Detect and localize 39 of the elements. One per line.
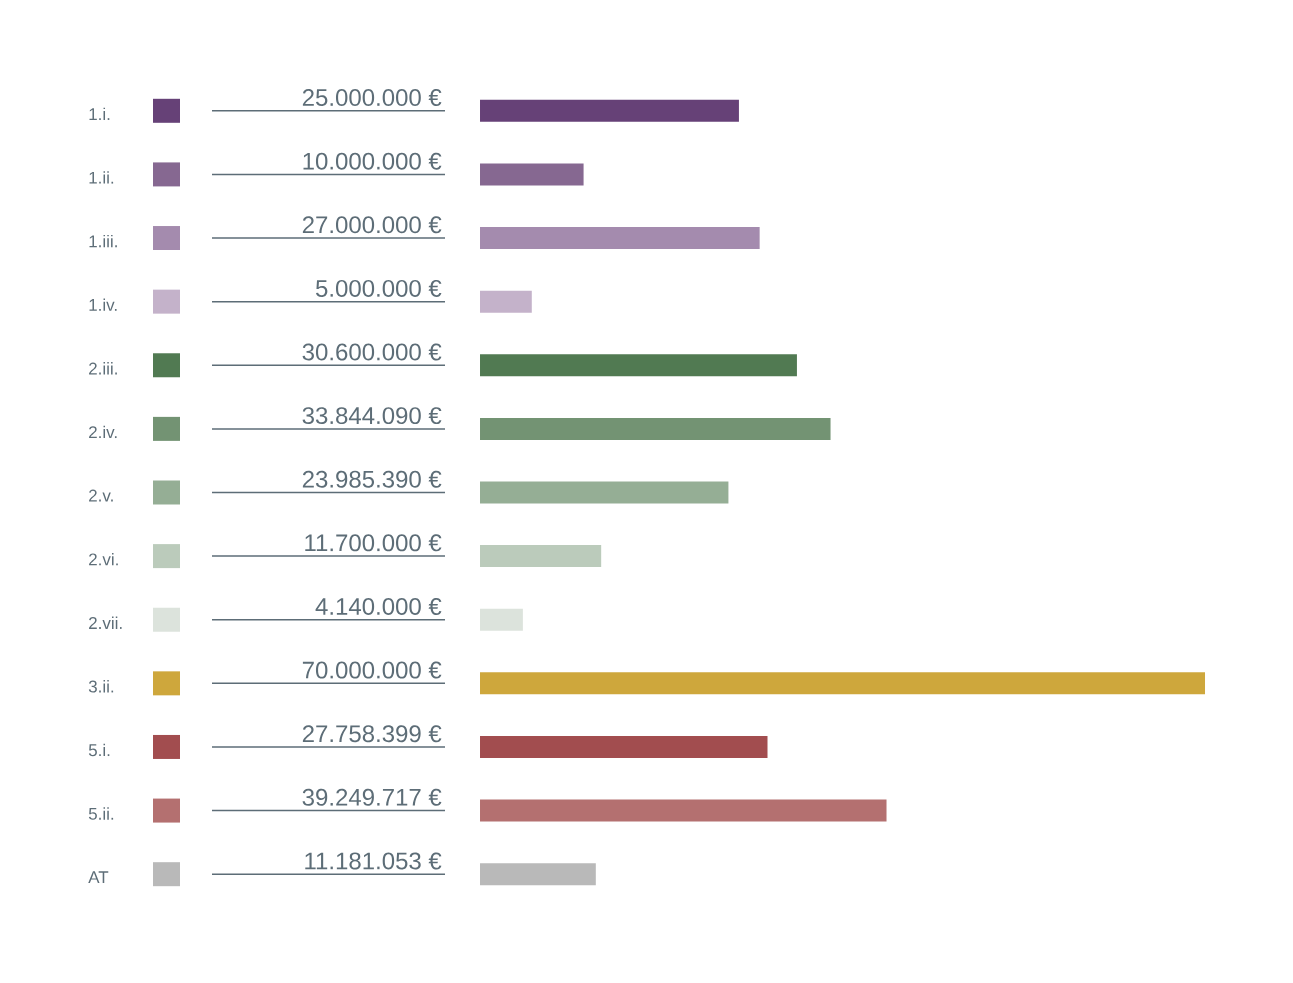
bar xyxy=(480,163,584,186)
data-label: 10.000.000 € xyxy=(303,152,442,170)
y-tick-label: 5.ii. xyxy=(88,807,114,820)
y-tick-label: 1.ii. xyxy=(89,171,114,184)
data-label: 11.700.000 € xyxy=(305,534,442,552)
y-tick-label: 5.i. xyxy=(88,743,110,757)
bar xyxy=(480,354,797,377)
data-label: 70.000.000 € xyxy=(302,661,442,679)
y-tick-label: 3.ii. xyxy=(88,680,114,693)
data-label: 30.600.000 € xyxy=(302,343,442,361)
bar xyxy=(480,481,729,504)
y-tick-label: 2.vii. xyxy=(89,616,122,629)
y-tick-label: 1.i. xyxy=(89,107,110,120)
bar xyxy=(480,799,887,822)
data-label: 23.985.390 € xyxy=(302,470,442,488)
data-label: 25.000.000 € xyxy=(302,89,442,107)
data-label: 5.000.000 € xyxy=(315,279,442,297)
bar xyxy=(480,735,768,758)
bar xyxy=(480,545,602,568)
y-tick-label: 1.iv. xyxy=(89,298,117,311)
y-tick-label: 1.iii. xyxy=(89,234,117,248)
y-tick-label: 2.vi. xyxy=(89,552,118,566)
bar xyxy=(480,290,532,313)
data-label: 33.844.090 € xyxy=(302,407,442,425)
data-label: 39.249.717 € xyxy=(302,788,442,806)
bar xyxy=(480,672,1206,695)
bar xyxy=(480,227,760,250)
y-tick-label: 2.v. xyxy=(89,489,113,502)
bar xyxy=(480,417,831,440)
data-label: 27.758.399 € xyxy=(302,725,442,743)
y-tick-label: 2.iii. xyxy=(89,362,117,375)
data-label: 11.181.053 € xyxy=(305,852,442,870)
bar xyxy=(480,99,739,122)
data-label: 27.000.000 € xyxy=(302,216,442,234)
bar xyxy=(480,863,596,886)
y-tick-label: AT xyxy=(88,871,109,884)
data-label: 4.140.000 € xyxy=(315,597,442,615)
y-tick-label: 2.iv. xyxy=(89,425,117,439)
bar xyxy=(480,608,523,631)
